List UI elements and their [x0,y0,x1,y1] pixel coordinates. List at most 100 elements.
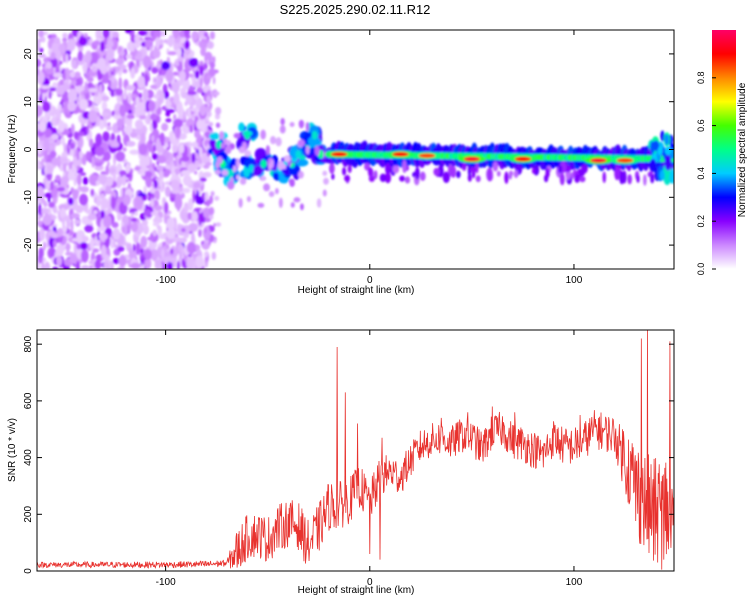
noise-speckle [69,70,76,78]
noise-speckle [109,31,114,39]
noise-speckle [85,150,92,162]
noise-speckle [61,136,66,147]
noise-speckle [67,88,78,103]
noise-speckle [151,30,161,39]
noise-speckle [86,76,94,83]
noise-speckle [76,243,81,250]
early-faint-blob [322,189,327,197]
noise-speckle [115,110,119,116]
noise-speckle [101,244,107,258]
edge-signal-blob [664,134,670,146]
early-faint-blob [305,122,310,132]
noise-speckle [37,186,45,199]
noise-speckle [206,115,210,121]
noise-speckle [52,226,57,233]
noise-speckle [130,67,136,79]
noise-speckle [107,161,110,167]
noise-speckle [110,66,121,73]
noise-speckle [51,133,59,140]
track-peak [616,158,634,163]
noise-speckle [184,40,190,50]
noise-speckle [157,97,162,107]
early-faint-blob [238,146,246,154]
noise-speckle [112,228,121,241]
track-fringe [342,167,347,176]
spectrogram-y-axis: -20 -10 0 10 20 [23,48,674,252]
noise-speckle [156,225,162,230]
early-faint-blob [238,197,243,208]
noise-speckle [70,80,77,86]
spectrogram-y-tick-label: 0 [23,146,34,152]
noise-speckle [126,41,134,52]
noise-speckle [63,160,67,173]
noise-speckle [70,218,74,232]
early-faint-blob [246,196,251,203]
track-peak [392,151,409,157]
noise-speckle [165,112,170,117]
noise-speckle [118,255,127,267]
noise-speckle [93,93,103,105]
edge-signal-blob [664,146,672,155]
noise-speckle [82,177,89,185]
noise-speckle [161,263,168,269]
snr-y-tick-label: 400 [23,449,34,466]
noise-speckle [130,217,138,222]
noise-speckle [37,38,41,52]
noise-speckle [78,98,89,111]
noise-speckle [165,69,174,83]
edge-signal-blob [670,168,674,184]
early-signal-core [244,130,251,140]
noise-speckle [66,218,71,229]
noise-speckle [147,111,151,124]
noise-speckle [188,222,199,232]
noise-speckle [152,48,161,59]
colorbar-axis: 0.0 0.2 0.4 0.6 0.8 [696,72,716,275]
noise-speckle [145,174,153,188]
edge-signal-blob [657,146,663,156]
noise-speckle [85,72,89,78]
noise-speckle [199,134,202,149]
noise-speckle [210,190,215,197]
noise-speckle [88,87,98,93]
noise-speckle [121,173,127,187]
noise-speckle [187,198,194,211]
track-fringe [627,174,632,185]
noise-speckle [57,103,62,111]
noise-speckle [37,105,43,117]
track-fringe [545,168,550,179]
noise-speckle [79,172,87,177]
noise-speckle [41,157,44,170]
track-peak [463,156,481,162]
noise-speckle [172,30,180,39]
noise-speckle [183,202,189,214]
edge-signal-blob [649,158,657,171]
noise-speckle [170,189,181,194]
noise-speckle [41,36,46,43]
noise-speckle [91,155,95,168]
track-fringe [475,175,481,183]
noise-speckle [116,213,120,221]
noise-speckle [102,131,110,142]
early-faint-blob [265,145,270,156]
noise-speckle [134,105,141,118]
noise-speckle [80,265,90,269]
noise-speckle [140,132,146,144]
noise-speckle [213,222,216,227]
noise-speckle [43,241,46,251]
edge-signal-blob [660,130,665,142]
noise-speckle [170,179,180,190]
spectrogram-x-axis: -100 0 100 [156,30,583,286]
noise-speckle [111,221,119,228]
early-faint-blob [290,202,295,208]
noise-speckle [50,57,58,68]
noise-speckle [56,186,66,192]
spectrogram-ylabel: Frequency (Hz) [7,115,18,184]
track-fringe [650,174,655,184]
early-faint-blob [279,125,286,134]
noise-speckle [134,33,140,45]
early-faint-blob [323,177,329,185]
noise-speckle [44,163,48,177]
noise-speckle [160,70,166,76]
noise-speckle [78,36,88,46]
early-faint-blob [278,197,283,208]
